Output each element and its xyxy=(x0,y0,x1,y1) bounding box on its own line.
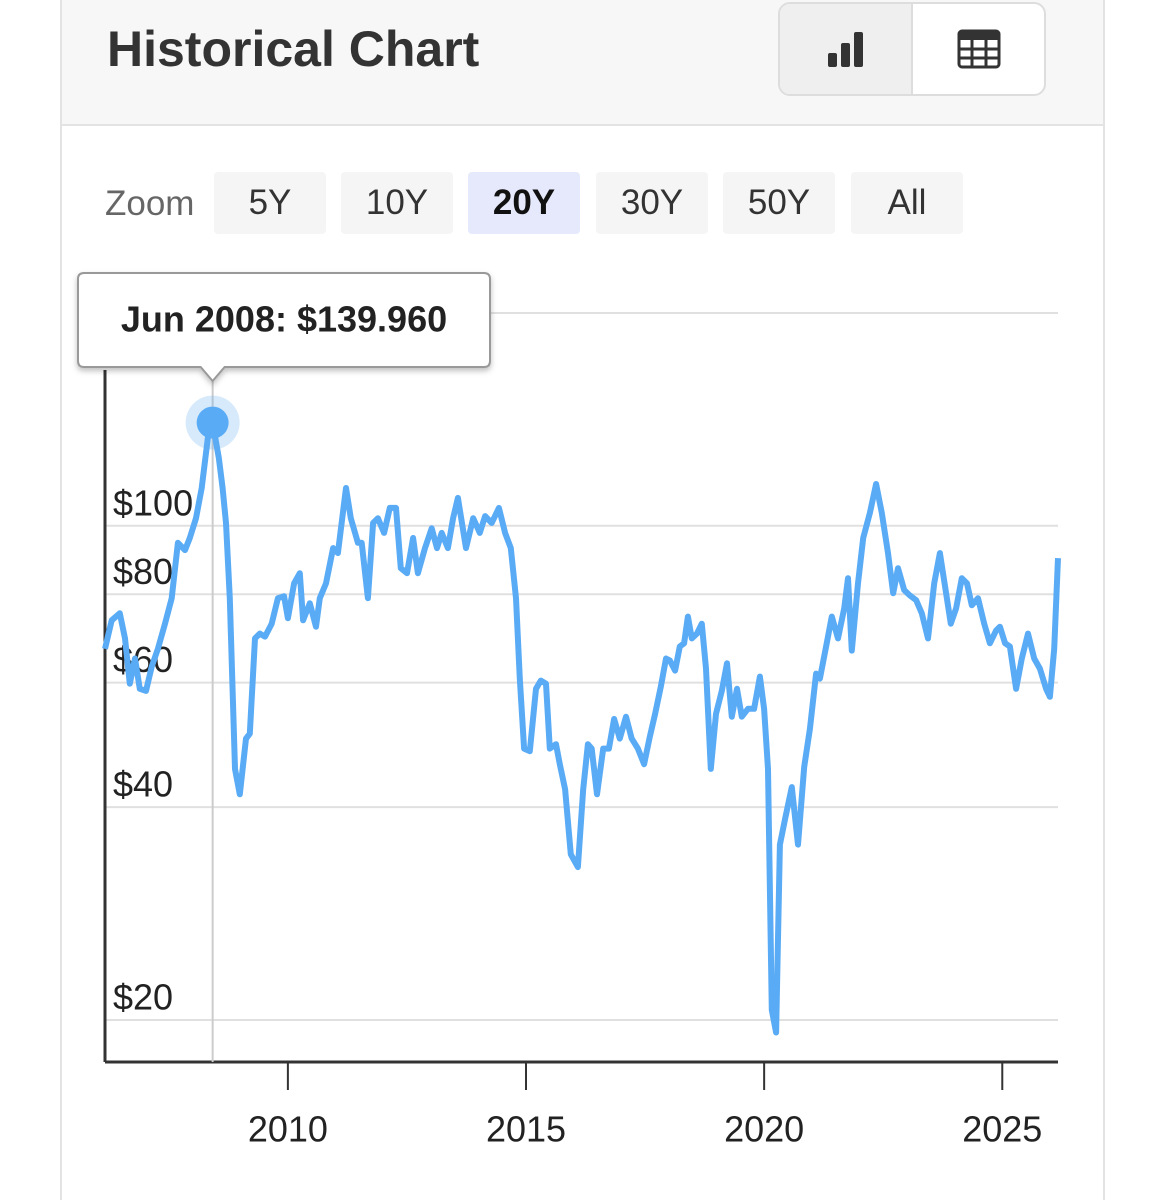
y-tick-label: $60 xyxy=(113,639,173,680)
card-header: Historical Chart xyxy=(62,0,1103,126)
y-tick-label: $100 xyxy=(113,482,193,523)
tooltip-text: Jun 2008: $139.960 xyxy=(121,299,447,340)
y-tick-label: $20 xyxy=(113,976,173,1017)
zoom-button[interactable]: 5Y xyxy=(214,172,326,234)
zoom-button[interactable]: 20Y xyxy=(468,172,580,234)
table-icon xyxy=(957,29,1000,69)
bar-icon xyxy=(827,32,863,67)
view-toggle xyxy=(778,2,1046,96)
zoom-label: Zoom xyxy=(105,184,195,223)
title: Historical Chart xyxy=(107,21,480,77)
x-tick-label: 2010 xyxy=(248,1109,328,1150)
price-line xyxy=(102,419,1061,1036)
zoom-button[interactable]: All xyxy=(851,172,963,234)
y-tick-label: $40 xyxy=(113,764,173,805)
table-view-button[interactable] xyxy=(913,4,1044,94)
x-tick-label: 2015 xyxy=(486,1109,566,1150)
zoom-button[interactable]: 30Y xyxy=(596,172,708,234)
x-tick-label: 2025 xyxy=(962,1109,1042,1150)
y-tick-label: $80 xyxy=(113,551,173,592)
zoom-button[interactable]: 50Y xyxy=(723,172,835,234)
zoom-button[interactable]: 10Y xyxy=(341,172,453,234)
highlight-point xyxy=(196,406,229,439)
x-tick-label: 2020 xyxy=(724,1109,804,1150)
chart-view-button[interactable] xyxy=(780,4,913,94)
card: Historical Chart xyxy=(60,0,1105,1200)
tooltip-box xyxy=(77,272,491,383)
